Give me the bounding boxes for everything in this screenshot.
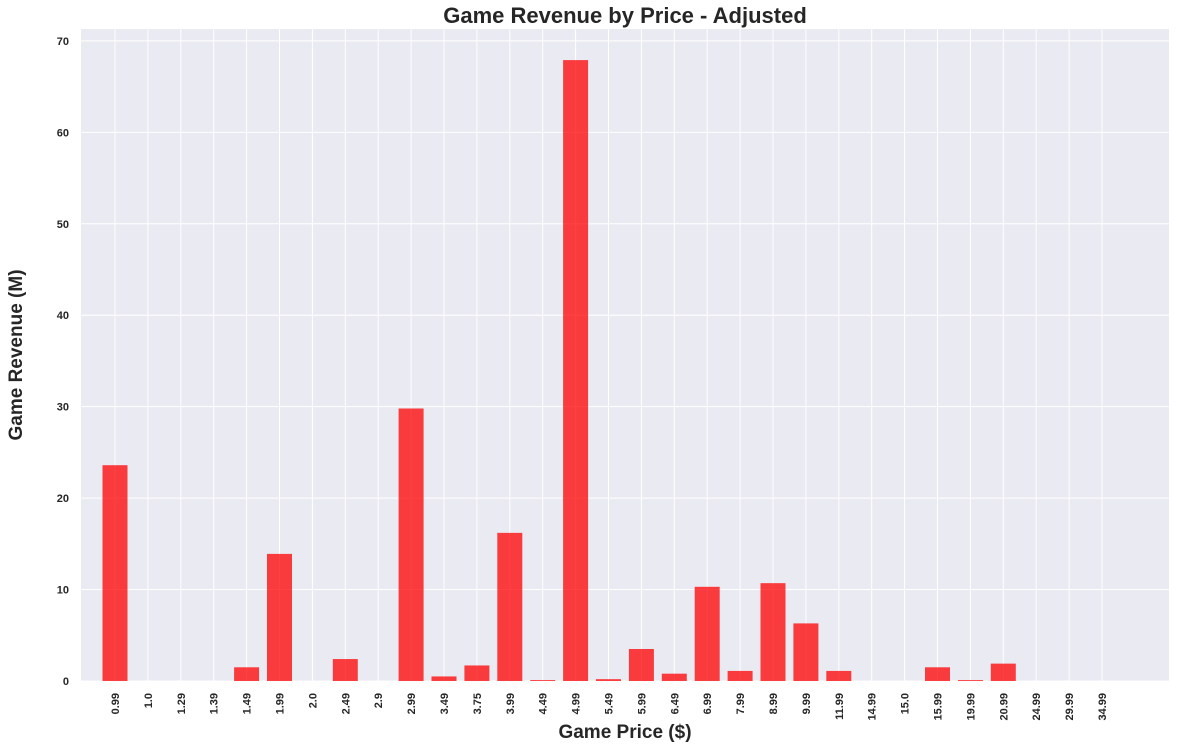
bar-3-99 xyxy=(497,532,523,681)
x-tick-label: 1.99 xyxy=(275,693,287,714)
x-tick-label: 5.99 xyxy=(636,693,648,714)
bar-1-49 xyxy=(234,667,260,681)
y-axis-label: Game Revenue (M) xyxy=(6,269,27,440)
gridlines xyxy=(81,29,1169,682)
plot-area xyxy=(81,29,1169,681)
bar-11-99 xyxy=(826,670,852,681)
y-tick-label: 40 xyxy=(57,310,69,322)
bar-20-99 xyxy=(990,663,1016,681)
x-tick-label: 7.99 xyxy=(735,693,747,714)
bar-2-49 xyxy=(332,659,358,681)
x-tick-label: 2.99 xyxy=(406,693,418,714)
x-tick-label: 6.99 xyxy=(702,693,714,714)
x-tick-label: 6.49 xyxy=(669,693,681,714)
y-tick-labels: 0 10 20 30 40 50 60 70 xyxy=(57,36,69,688)
x-axis-label: Game Price ($) xyxy=(558,722,691,743)
y-tick-label: 20 xyxy=(57,493,69,505)
bar-6-99 xyxy=(694,586,720,681)
bar-9-99 xyxy=(793,623,819,681)
x-tick-label: 2.0 xyxy=(307,693,319,708)
y-tick-label: 50 xyxy=(57,219,69,231)
x-tick-label: 19.99 xyxy=(965,693,977,721)
bar-4-49 xyxy=(530,680,556,681)
x-tick-label: 20.99 xyxy=(998,693,1010,721)
x-tick-label: 3.75 xyxy=(472,693,484,714)
x-tick-label: 0.99 xyxy=(110,693,122,714)
x-tick-label: 15.0 xyxy=(900,693,912,714)
x-tick-label: 1.0 xyxy=(143,693,155,708)
x-tick-label: 34.99 xyxy=(1097,693,1109,721)
bars xyxy=(102,60,1016,681)
y-tick-label: 70 xyxy=(57,36,69,48)
x-tick-label: 3.49 xyxy=(439,693,451,714)
x-tick-label: 29.99 xyxy=(1064,693,1076,721)
x-tick-label: 2.49 xyxy=(340,693,352,714)
x-tick-label: 4.49 xyxy=(538,693,550,714)
x-tick-label: 5.49 xyxy=(604,693,616,714)
x-tick-labels: 0.99 1.0 1.29 1.39 1.49 1.99 2.0 2.49 2.9 2.99 3.4… xyxy=(110,693,1109,721)
x-tick-label: 15.99 xyxy=(933,693,945,721)
x-tick-label: 3.99 xyxy=(505,693,517,714)
y-tick-label: 10 xyxy=(57,585,69,597)
x-tick-label: 24.99 xyxy=(1031,693,1043,721)
x-tick-label: 11.99 xyxy=(834,693,846,720)
x-tick-label: 1.29 xyxy=(176,693,188,714)
y-tick-label: 60 xyxy=(57,127,69,139)
bar-5-49 xyxy=(596,679,621,681)
bar-6-49 xyxy=(661,673,687,681)
x-tick-label: 14.99 xyxy=(867,693,879,721)
bar-3-75 xyxy=(464,665,490,681)
x-tick-label: 1.39 xyxy=(209,693,221,714)
x-tick-label: 1.49 xyxy=(242,693,254,714)
bar-2-99 xyxy=(398,408,424,681)
x-tick-label: 8.99 xyxy=(768,693,780,714)
bar-15-99 xyxy=(925,667,950,681)
x-tick-label: 2.9 xyxy=(373,693,385,708)
x-tick-label: 9.99 xyxy=(801,693,813,714)
bar-3-49 xyxy=(431,676,457,681)
bar-4-99 xyxy=(563,60,589,681)
bar-1-99 xyxy=(267,553,292,681)
y-tick-label: 30 xyxy=(57,402,69,414)
bar-8-99 xyxy=(760,583,786,681)
x-tick-label: 4.99 xyxy=(571,693,583,714)
bar-19-99 xyxy=(957,680,983,681)
bar-5-99 xyxy=(628,648,654,681)
bar-0-99 xyxy=(102,465,128,681)
bar-7-99 xyxy=(727,670,753,681)
chart-title: Game Revenue by Price - Adjusted xyxy=(443,3,807,28)
y-tick-label: 0 xyxy=(63,676,69,688)
